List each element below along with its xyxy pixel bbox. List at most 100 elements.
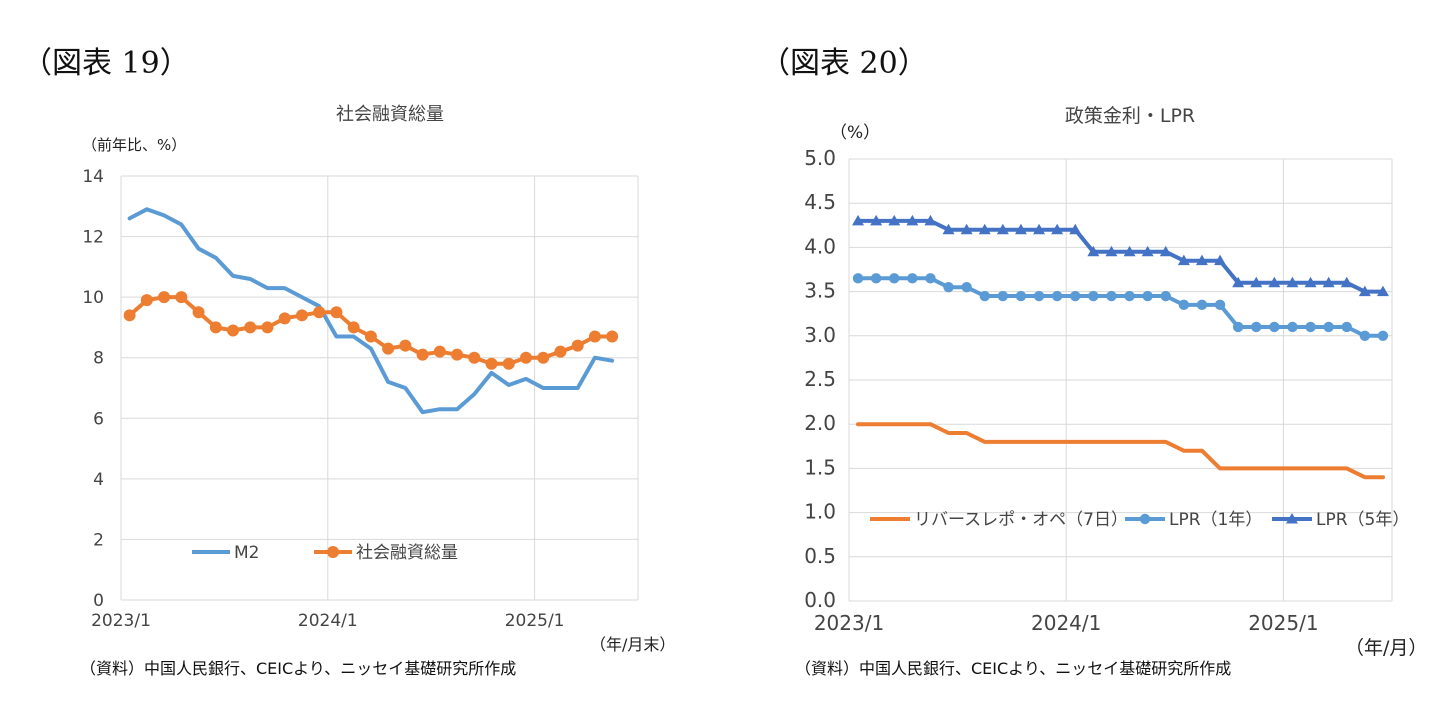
y-tick-label: 14 [82,167,104,187]
data-point [140,294,153,307]
y-tick-label: 4.0 [804,234,836,258]
series-line-0 [127,207,615,415]
y-tick-label: 8 [93,349,104,369]
data-point [554,345,567,358]
data-point [852,214,865,226]
data-point [588,330,601,343]
y-axis-label: （前年比、%） [82,136,186,154]
y-tick-label: 1.0 [804,500,836,524]
data-point [1160,290,1171,302]
source-note-19: （資料）中国人民銀行、CEICより、ニッセイ基礎研究所作成 [80,659,517,678]
data-point [870,214,883,226]
data-point [960,223,973,235]
y-tick-label: 1.5 [804,455,836,479]
data-point [1322,276,1335,288]
figure-label-20: （図表 20） [760,46,928,81]
data-point [924,214,937,226]
data-point [907,273,918,284]
y-tick-label: 0.0 [804,588,836,612]
data-point [943,281,954,293]
legend-label: LPR（1年） [1169,510,1262,530]
data-point [889,273,900,284]
data-point [1105,245,1118,257]
data-point [1070,290,1081,302]
data-point [1195,254,1208,266]
y-tick-label: 2 [93,530,104,550]
data-point [606,330,619,343]
data-point [330,306,343,319]
data-point [978,223,991,235]
y-tick-label: 5.0 [804,146,836,170]
data-point [1268,276,1281,288]
data-point [979,290,990,302]
data-point [433,345,446,358]
data-point [571,339,584,352]
data-point [416,348,429,361]
data-point [227,324,240,337]
figure-label-19: （図表 19） [22,46,190,81]
data-point [1015,290,1027,302]
data-point [1287,321,1298,333]
source-note-20: （資料）中国人民銀行、CEICより、ニッセイ基礎研究所作成 [795,659,1232,678]
data-point [1214,254,1227,266]
data-point [997,290,1009,302]
y-tick-label: 10 [82,288,104,308]
series-line-0 [856,422,1385,480]
data-point [1340,276,1353,288]
series-line-1 [856,276,1385,338]
data-point [1232,276,1245,288]
data-point [1358,285,1371,297]
data-point [1251,321,1262,333]
legend-label: M2 [234,543,259,563]
data-point [347,321,360,334]
y-tick-label: 3.5 [804,279,836,303]
x-axis-label: （年/月末） [590,635,675,654]
legend-marker [1139,513,1151,525]
y-tick-label: 6 [93,409,104,429]
x-tick-label: 2024/1 [1031,611,1101,635]
data-point [175,291,188,304]
data-point [1376,285,1389,297]
data-point [537,351,550,364]
y-tick-label: 0 [93,591,104,611]
y-tick-label: 2.5 [804,367,836,391]
legend-label: 社会融資総量 [356,543,458,563]
data-point [1033,223,1046,235]
data-point [1123,245,1136,257]
data-point [1088,290,1099,302]
data-point [244,321,257,334]
y-tick-label: 12 [82,228,104,248]
data-point [1159,245,1172,257]
legend-label: リバースレポ・オペ（7日） [914,510,1128,530]
data-point [1269,321,1280,333]
data-point [1214,299,1226,311]
data-point [852,273,864,284]
data-point [364,330,377,343]
legend-marker [327,546,339,558]
data-point [1033,290,1045,302]
x-tick-label: 2023/1 [814,611,884,635]
legend-marker [1286,513,1298,524]
y-tick-label: 0.5 [804,544,836,568]
data-point [1141,245,1154,257]
y-tick-label: 3.0 [804,323,836,347]
data-point [925,273,936,284]
data-point [1304,276,1317,288]
data-point [1106,290,1117,302]
data-point [1196,299,1208,311]
data-point [1142,290,1153,302]
data-point [502,357,515,370]
chart-title: 政策金利・LPR [1065,105,1195,127]
data-point [1250,276,1263,288]
data-point [996,223,1009,235]
data-point [158,291,171,304]
data-point [1051,290,1063,302]
data-point [1323,321,1334,333]
data-point [1014,223,1027,235]
data-point [468,351,481,364]
data-point [1178,299,1190,311]
data-point [278,312,291,325]
data-point [1124,290,1135,302]
y-axis-label: （%） [830,123,880,143]
